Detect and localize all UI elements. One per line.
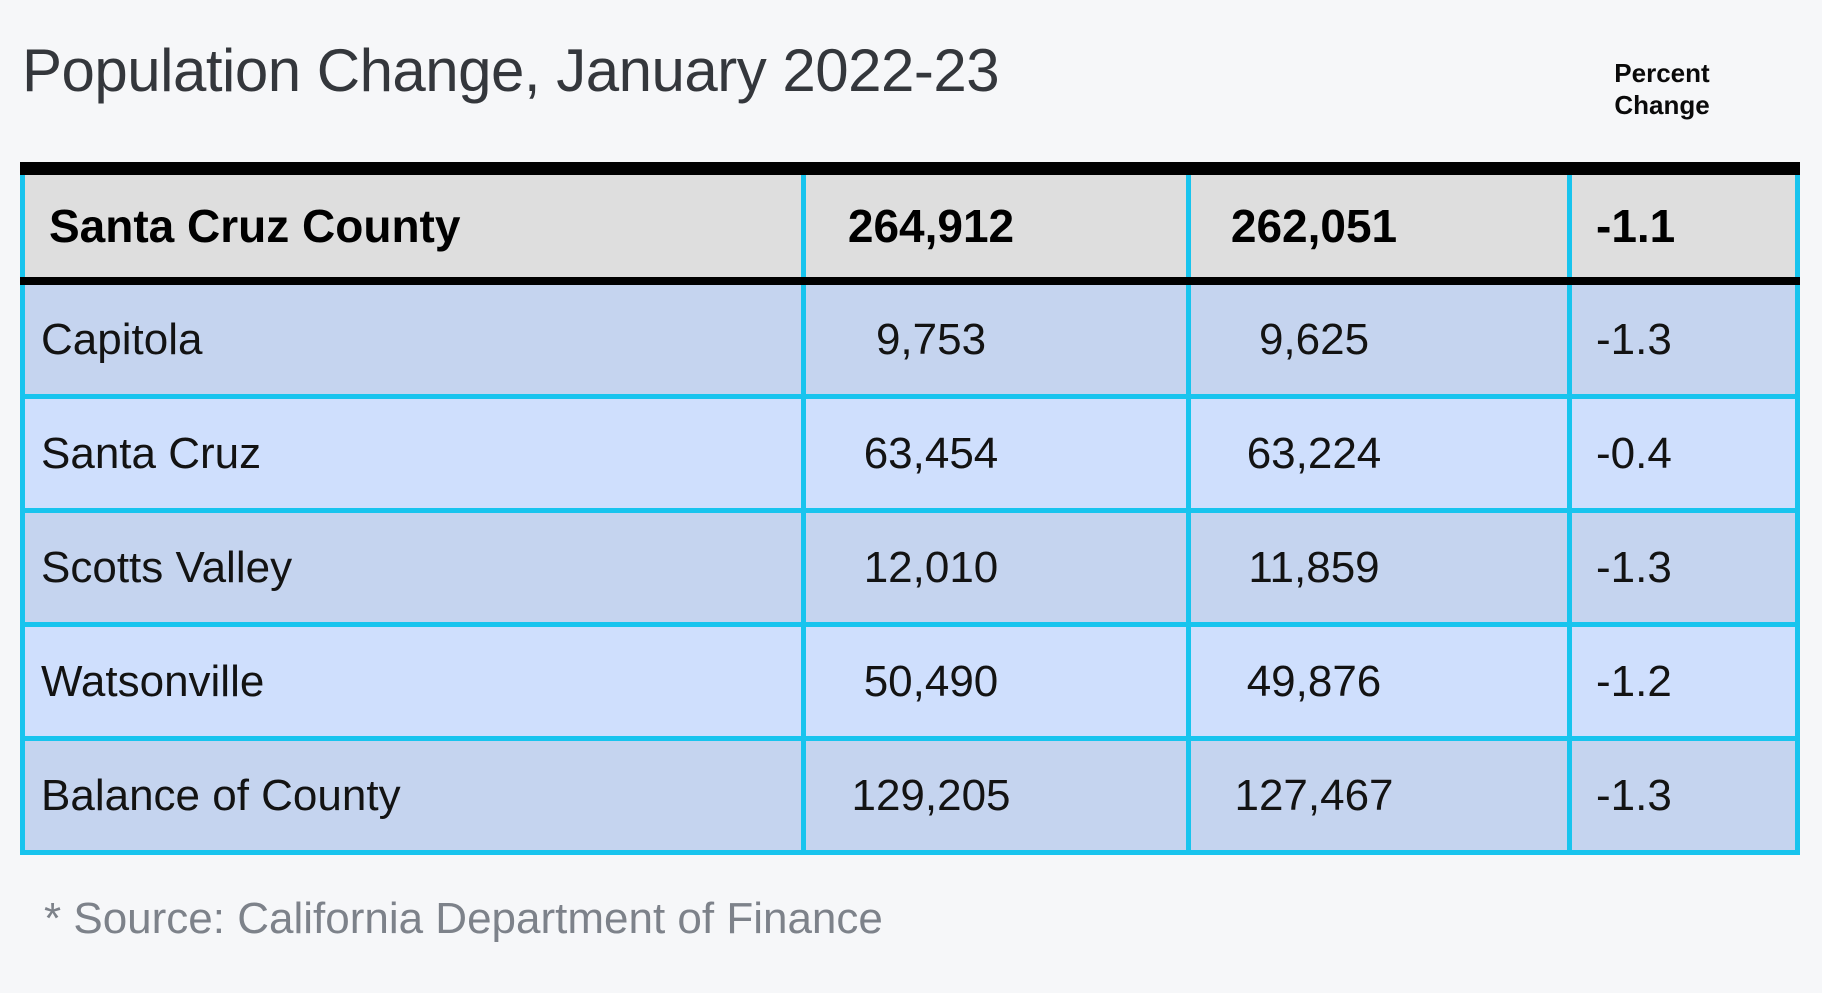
cell-pop-2023: 127,467 [1191,741,1567,850]
percent-change-column-header: Percent Change [1562,58,1762,121]
cell-pop-2022: 63,454 [806,399,1186,508]
cell-pop-2023: 63,224 [1191,399,1567,508]
cell-pop-2022: 50,490 [806,627,1186,736]
header-cell-place: Santa Cruz County [25,175,801,277]
cell-percent-change: -1.3 [1572,741,1795,850]
cell-place: Capitola [25,285,801,394]
percent-change-line1: Percent [1614,58,1710,88]
header-cell-pop-2023: 262,051 [1191,175,1567,277]
header-cell-percent-change: -1.1 [1572,175,1795,277]
cell-percent-change: -0.4 [1572,399,1795,508]
cell-place: Santa Cruz [25,399,801,508]
table-body: Capitola 9,753 9,625 -1.3 Santa Cruz 63,… [20,285,1800,855]
header-cell-pop-2022: 264,912 [806,175,1186,277]
cell-percent-change: -1.2 [1572,627,1795,736]
source-note: * Source: California Department of Finan… [44,894,883,943]
cell-pop-2022: 9,753 [806,285,1186,394]
cell-pop-2023: 11,859 [1191,513,1567,622]
cell-place: Watsonville [25,627,801,736]
cell-pop-2022: 129,205 [806,741,1186,850]
page-title: Population Change, January 2022-23 [22,37,1000,104]
cell-place: Balance of County [25,741,801,850]
cell-percent-change: -1.3 [1572,513,1795,622]
cell-pop-2022: 12,010 [806,513,1186,622]
cell-percent-change: -1.3 [1572,285,1795,394]
percent-change-line2: Change [1614,89,1710,120]
cell-place: Scotts Valley [25,513,801,622]
table-header-row: Santa Cruz County 264,912 262,051 -1.1 [20,162,1800,285]
cell-pop-2023: 49,876 [1191,627,1567,736]
population-table: Santa Cruz County 264,912 262,051 -1.1 C… [20,162,1800,855]
cell-pop-2023: 9,625 [1191,285,1567,394]
